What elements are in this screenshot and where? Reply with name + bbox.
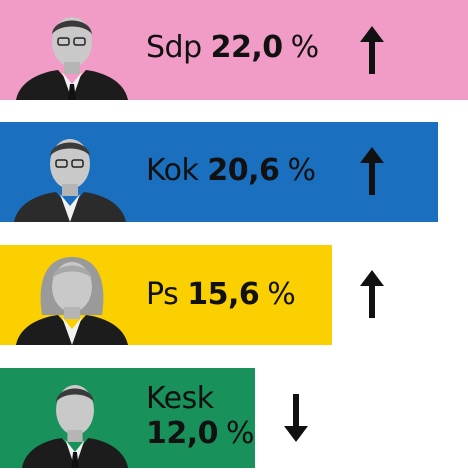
- percent-sign: %: [287, 153, 316, 188]
- party-name: Kok: [146, 153, 199, 188]
- portrait-ps: [14, 245, 130, 345]
- trend-up-icon: [357, 145, 387, 197]
- percent-sign: %: [226, 416, 255, 451]
- support-value: 15,6: [187, 277, 260, 312]
- support-value: 12,0: [146, 416, 219, 451]
- percent-sign: %: [290, 30, 320, 65]
- label-ps: Ps 15,6%: [146, 277, 296, 312]
- portrait-kok: [12, 122, 128, 222]
- party-name: Kesk: [146, 381, 214, 416]
- portrait-kesk: [20, 368, 130, 468]
- trend-up-icon: [357, 268, 387, 320]
- support-value: 22,0: [210, 30, 284, 65]
- portrait-sdp: [14, 0, 130, 100]
- label-kesk: Kesk 12,0%: [146, 381, 255, 451]
- label-kok: Kok 20,6%: [146, 153, 316, 188]
- label-sdp: Sdp 22,0%: [146, 30, 319, 65]
- trend-down-icon: [281, 392, 311, 444]
- trend-up-icon: [357, 24, 387, 76]
- support-value: 20,6: [207, 153, 280, 188]
- party-name: Ps: [146, 277, 179, 312]
- percent-sign: %: [267, 277, 296, 312]
- party-name: Sdp: [146, 30, 202, 65]
